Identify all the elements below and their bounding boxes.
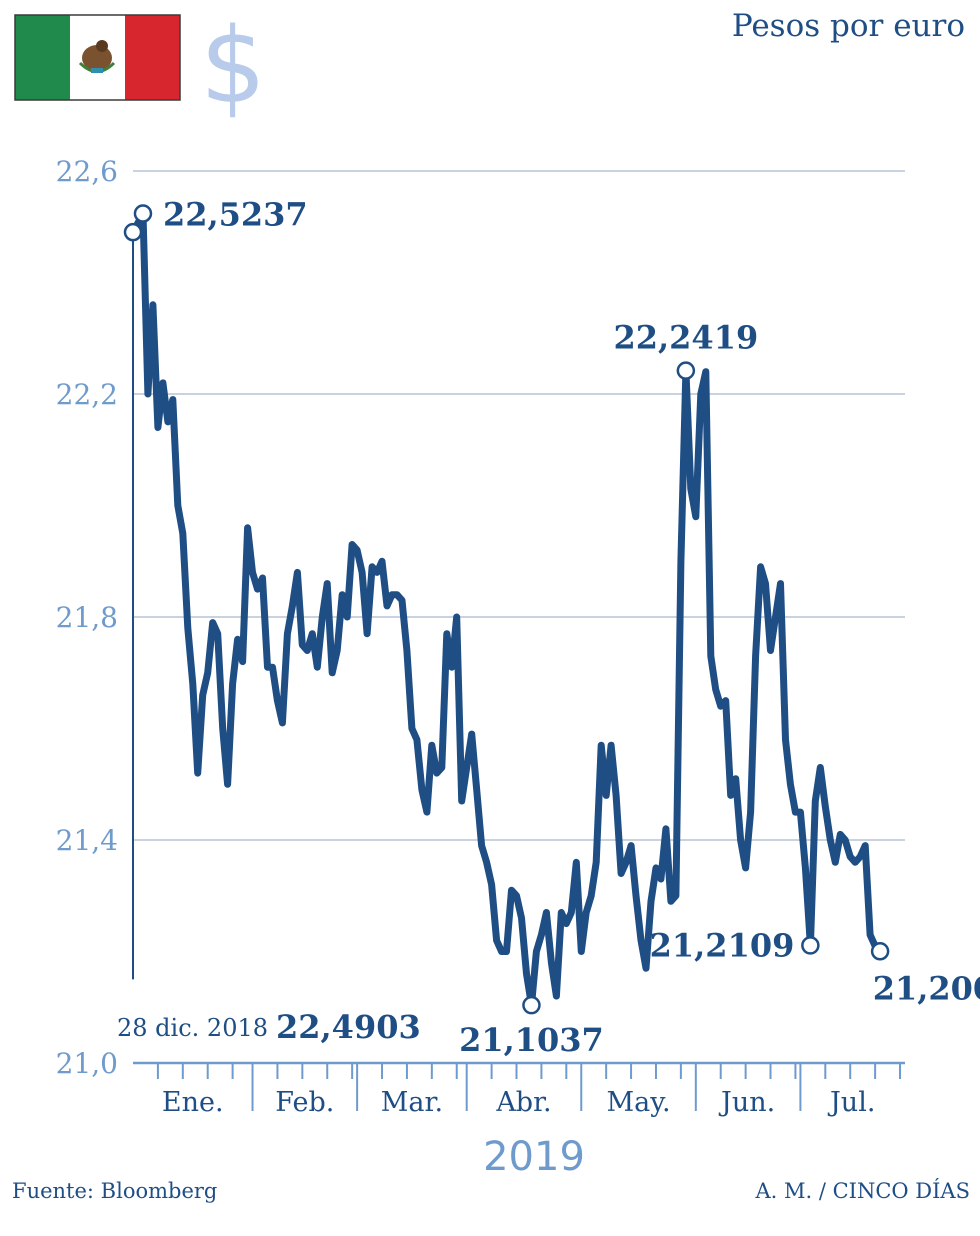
x-tick-label: Abr. — [495, 1087, 551, 1118]
annotation-label: 21,2004 — [873, 969, 980, 1007]
y-tick-label: 21,4 — [56, 824, 118, 857]
y-axis-ticks: 21,0 21,4 21,8 22,2 22,6 — [56, 155, 118, 1080]
grid-lines — [133, 170, 905, 841]
x-axis: Ene. Feb. Mar. Abr. May. Jun. Jul. — [132, 232, 905, 1118]
unit-label: Pesos por euro — [732, 8, 965, 44]
x-tick-label: Ene. — [162, 1087, 224, 1118]
x-tick-label: May. — [607, 1087, 671, 1118]
x-tick-label: Jul. — [827, 1087, 875, 1118]
annotation-marker — [676, 361, 696, 380]
y-tick-label: 21,0 — [56, 1047, 118, 1080]
x-tick-label: Jun. — [718, 1087, 775, 1118]
x-tick-label: Feb. — [275, 1087, 334, 1118]
annotation-marker — [123, 222, 143, 242]
x-tick-label: Mar. — [381, 1087, 443, 1118]
annotation-label: 21,1037 — [459, 1021, 604, 1059]
mexico-flag-icon — [14, 14, 181, 101]
series-polyline — [129, 210, 884, 1009]
y-tick-label: 21,8 — [56, 601, 118, 634]
year-label: 2019 — [483, 1134, 585, 1180]
annotation-prefix: 28 dic. 2018 — [117, 1014, 268, 1042]
source-note: Fuente: Bloomberg — [12, 1179, 217, 1203]
credit-note: A. M. / CINCO DÍAS — [754, 1179, 970, 1203]
annotation-label: 21,2109 — [650, 926, 795, 964]
y-tick-label: 22,2 — [56, 378, 118, 411]
annotation-marker — [133, 204, 153, 223]
annotation-marker — [801, 936, 820, 955]
peso-symbol-icon: $ — [200, 5, 266, 127]
series-line — [129, 210, 884, 1009]
annotation-marker — [870, 942, 890, 961]
annotation-label: 22,4903 — [276, 1008, 421, 1046]
annotations: 22,4903 28 dic. 2018 22,5237 21,1037 22,2419… — [117, 196, 980, 1060]
annotation-label: 22,5237 — [163, 196, 308, 234]
y-tick-label: 22,6 — [56, 155, 118, 188]
annotation-marker — [522, 995, 541, 1015]
annotation-label: 22,2419 — [613, 319, 758, 357]
